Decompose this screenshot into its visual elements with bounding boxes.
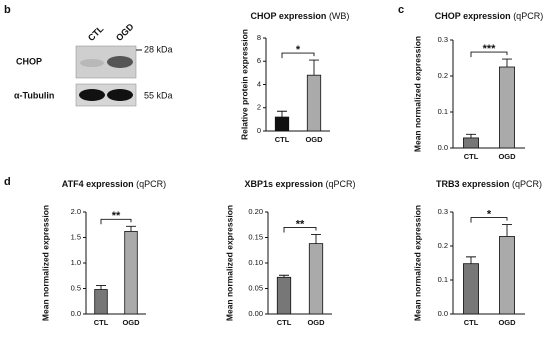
y-tick-label: 0.10 xyxy=(248,258,263,267)
blot-band xyxy=(107,89,133,101)
title-text: CHOP expression xyxy=(435,11,511,21)
title-method: (qPCR) xyxy=(512,179,542,189)
x-tick-label: OGD xyxy=(122,318,140,327)
bar xyxy=(306,74,322,132)
y-tick-label: 2 xyxy=(257,103,261,112)
band-size: 28 kDa xyxy=(144,44,173,54)
y-tick-label: 4 xyxy=(257,79,261,88)
bar xyxy=(308,243,324,315)
panel-letter: d xyxy=(4,176,11,188)
x-tick-label: CTL xyxy=(275,135,290,144)
title-text: TRB3 expression xyxy=(436,179,510,189)
x-tick-label: OGD xyxy=(498,318,516,327)
significance-bracket xyxy=(470,51,508,58)
band-size: 55 kDa xyxy=(144,90,173,100)
blot-band xyxy=(79,89,105,101)
bar xyxy=(463,263,479,315)
significance-label: ** xyxy=(112,210,121,222)
y-tick-label: 2.0 xyxy=(71,207,81,216)
title-method: (qPCR) xyxy=(326,179,356,189)
blot-band xyxy=(80,59,104,67)
y-tick-label: 1.0 xyxy=(71,258,81,267)
y-tick-label: 8 xyxy=(257,33,261,42)
panel-letter: c xyxy=(398,4,404,16)
significance-bracket xyxy=(283,226,317,233)
y-tick-label: 0.0 xyxy=(71,309,81,318)
y-axis-label: Mean normalized expression xyxy=(412,205,422,321)
y-tick-label: 0.00 xyxy=(248,309,263,318)
title-text: ATF4 expression xyxy=(62,179,134,189)
chart-title: TRB3 expression (qPCR) xyxy=(436,179,542,189)
y-tick-label: 0.15 xyxy=(248,232,263,241)
y-tick-label: 0.3 xyxy=(438,207,448,216)
y-tick-label: 6 xyxy=(257,56,261,65)
title-method: (WB) xyxy=(329,11,350,21)
title-text: CHOP expression xyxy=(251,11,327,21)
chart-title: CHOP expression (qPCR) xyxy=(435,11,543,21)
x-tick-label: OGD xyxy=(307,318,325,327)
significance-label: ** xyxy=(296,218,305,230)
error-bar xyxy=(311,233,321,244)
significance-label: * xyxy=(487,208,492,220)
bar xyxy=(463,137,479,149)
error-bar xyxy=(309,59,319,76)
significance-bracket xyxy=(281,52,315,59)
y-tick-label: 0.2 xyxy=(438,71,448,80)
lane-label: CTL xyxy=(86,23,106,43)
error-bar xyxy=(502,58,512,67)
y-tick-label: 0 xyxy=(257,126,261,135)
y-axis-label: Mean normalized expression xyxy=(224,205,234,321)
x-tick-label: OGD xyxy=(305,135,323,144)
x-tick-label: CTL xyxy=(277,318,292,327)
title-method: (qPCR) xyxy=(136,179,166,189)
x-tick-label: CTL xyxy=(464,152,479,161)
x-tick-label: OGD xyxy=(498,152,516,161)
bar xyxy=(499,66,515,149)
chart-title: ATF4 expression (qPCR) xyxy=(62,179,166,189)
panel-letter: b xyxy=(4,4,11,16)
significance-bracket xyxy=(100,218,132,225)
chart-title: CHOP expression (WB) xyxy=(251,11,350,21)
band-name: CHOP xyxy=(16,56,42,66)
error-bar xyxy=(126,225,136,232)
error-bar xyxy=(277,110,287,118)
significance-bracket xyxy=(470,217,508,223)
error-bar xyxy=(502,224,512,237)
y-tick-label: 1.5 xyxy=(71,232,81,241)
y-tick-label: 0.5 xyxy=(71,283,81,292)
y-tick-label: 0.1 xyxy=(438,275,448,284)
y-tick-label: 0.05 xyxy=(248,283,263,292)
error-bar xyxy=(466,256,476,264)
significance-label: *** xyxy=(483,43,497,55)
bar xyxy=(276,276,292,315)
significance-label: * xyxy=(296,44,301,56)
lane-label: OGD xyxy=(114,21,136,43)
bar xyxy=(94,289,108,315)
error-bar xyxy=(466,133,476,138)
y-tick-label: 0.0 xyxy=(438,309,448,318)
bar xyxy=(274,116,290,132)
error-bar xyxy=(279,274,289,278)
y-axis-label: Mean normalized expression xyxy=(40,205,50,321)
title-method: (qPCR) xyxy=(513,11,543,21)
y-tick-label: 0.2 xyxy=(438,241,448,250)
error-bar xyxy=(96,284,106,290)
title-text: XBP1s expression xyxy=(244,179,323,189)
blot-band xyxy=(107,56,133,68)
x-tick-label: CTL xyxy=(94,318,109,327)
bar xyxy=(499,236,515,315)
y-tick-label: 0.1 xyxy=(438,107,448,116)
chart-title: XBP1s expression (qPCR) xyxy=(244,179,355,189)
bar xyxy=(124,230,138,315)
y-tick-label: 0.0 xyxy=(438,143,448,152)
y-axis-label: Relative protein expression xyxy=(239,29,249,140)
band-name: α-Tubulin xyxy=(14,90,54,100)
y-tick-label: 0.3 xyxy=(438,35,448,44)
y-axis-label: Mean normalized expression xyxy=(412,36,422,152)
y-tick-label: 0.20 xyxy=(248,207,263,216)
x-tick-label: CTL xyxy=(464,318,479,327)
